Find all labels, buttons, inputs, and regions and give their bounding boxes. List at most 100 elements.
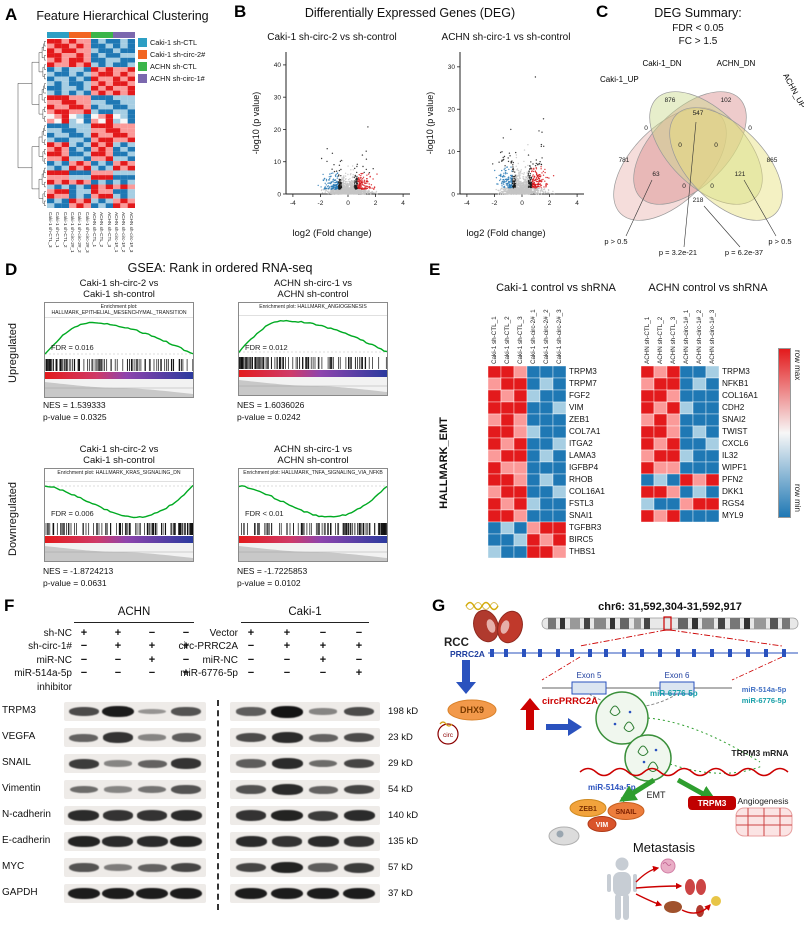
protein-label: N-cadherin <box>2 809 51 820</box>
condition-label: miR-514a-5p <box>14 668 72 680</box>
blot-band <box>236 785 266 794</box>
heatmap-cell <box>127 165 135 171</box>
volcano-point <box>538 180 540 182</box>
heatmap-cell <box>69 165 77 171</box>
volcano-point <box>346 182 349 184</box>
volcano-point <box>330 175 332 177</box>
volcano-point <box>506 187 508 189</box>
volcano-point <box>538 163 540 165</box>
blot-band <box>138 734 166 741</box>
group-bar-segment <box>112 32 121 38</box>
venn-annotation: p = 3.2e-21 <box>659 248 697 257</box>
heatmap-cell <box>47 184 55 190</box>
venn-count: 0 <box>710 183 714 190</box>
dendrogram-branch <box>44 97 46 103</box>
gene-label: TWIST <box>722 427 748 436</box>
volcano-point <box>517 175 519 177</box>
volcano-point <box>330 172 332 175</box>
volcano-point <box>538 130 540 132</box>
set-label-caki-up: Caki-1_UP <box>600 75 639 84</box>
heatmap-cell <box>666 449 681 463</box>
panel-e-label: E <box>429 260 441 279</box>
volcano-point <box>335 184 337 186</box>
heatmap-cell <box>98 118 106 124</box>
heatmap-cell <box>98 132 106 138</box>
heatmap-cell <box>127 104 135 110</box>
heatmap-cell <box>120 156 128 162</box>
heatmap-cell <box>54 67 62 72</box>
locus-marker <box>663 616 672 631</box>
volcano-point <box>502 156 504 159</box>
heatmap-cell <box>61 104 70 110</box>
heatmap-cell <box>83 39 92 44</box>
volcano-point <box>371 187 373 189</box>
blot-band <box>69 785 99 794</box>
blot-band <box>344 706 374 717</box>
volcano-point <box>368 172 371 174</box>
volcano-point <box>525 192 527 194</box>
heatmap-cell <box>61 193 70 199</box>
volcano-point <box>538 177 540 180</box>
y-axis-label: -log10 (p value) <box>425 92 435 155</box>
group-bar-segment <box>105 32 113 38</box>
heatmap-cell <box>692 366 707 379</box>
volcano-point <box>524 184 527 186</box>
volcano-point <box>333 191 336 194</box>
heatmap-cell <box>113 67 121 72</box>
heatmap-col-label: Caki-1 sh-circ-2#_2 <box>77 212 83 253</box>
volcano-point <box>329 182 331 184</box>
volcano-point <box>526 188 529 191</box>
condition-label: miR-NC <box>202 654 238 666</box>
gene-labels-achn: TRPM3 NFKB1 COL16A1 CDH2 SNAI2 TWIST CXCL6 IL32… <box>722 366 758 522</box>
dendrogram-branch <box>44 41 46 47</box>
volcano-point <box>348 193 350 195</box>
heatmap-col-label: Caki-1 sh-circ-2#_2 <box>543 309 550 364</box>
volcano-point <box>367 173 370 175</box>
gsea-box: Enrichment plot: HALLMARK_KRAS_SIGNALING… <box>44 468 194 562</box>
volcano-point <box>537 191 539 193</box>
heatmap-cell <box>113 179 121 185</box>
heatmap-cell <box>113 165 121 171</box>
gsea-box: Enrichment plot: HALLMARK_EPITHELIAL_MES… <box>44 302 194 399</box>
lung-icon-left <box>685 879 695 895</box>
volcano-point <box>341 177 343 179</box>
blot-band <box>136 836 168 847</box>
blot-band <box>308 733 338 742</box>
heatmap-cell <box>83 76 92 82</box>
condition-sign: + <box>114 640 122 653</box>
volcano-point <box>509 191 511 193</box>
heatmap-col-label: ACHN sh-circ-1#_3 <box>128 212 134 253</box>
heatmap-cell <box>105 57 114 63</box>
volcano-point <box>511 174 513 176</box>
heatmap-cell <box>91 95 99 101</box>
volcano-point <box>506 191 508 193</box>
heatmap-cell <box>47 156 55 162</box>
heatmap-cell <box>61 100 70 105</box>
volcano-point <box>334 188 337 190</box>
volcano-point <box>355 186 358 189</box>
heatmap-cell <box>552 533 566 547</box>
volcano-point <box>331 190 333 192</box>
heatmap-cell <box>98 142 106 148</box>
volcano-point <box>523 185 525 187</box>
volcano-point <box>528 165 531 167</box>
volcano-point <box>512 182 514 184</box>
blot-band <box>343 810 375 821</box>
volcano-point <box>329 192 331 194</box>
volcano-point <box>516 187 518 189</box>
heatmap-cell <box>83 95 92 101</box>
panel-c-label: C <box>596 2 609 21</box>
heatmap-cell <box>500 437 515 451</box>
volcano-point <box>353 176 355 179</box>
blot-band <box>68 706 99 717</box>
legend-label: ACHN sh-CTL <box>150 62 197 71</box>
volcano-point <box>535 185 537 188</box>
condition-sign: + <box>283 627 291 639</box>
volcano-point <box>534 170 537 172</box>
heatmap-cell <box>127 137 135 143</box>
volcano-point <box>512 161 514 164</box>
panel-d-title: GSEA: Rank in ordered RNA-seq <box>127 261 313 275</box>
heatmap-cell <box>105 156 114 162</box>
volcano-point <box>329 178 331 180</box>
gsea-comparison-line2: Caki-1 sh-control <box>83 289 155 300</box>
